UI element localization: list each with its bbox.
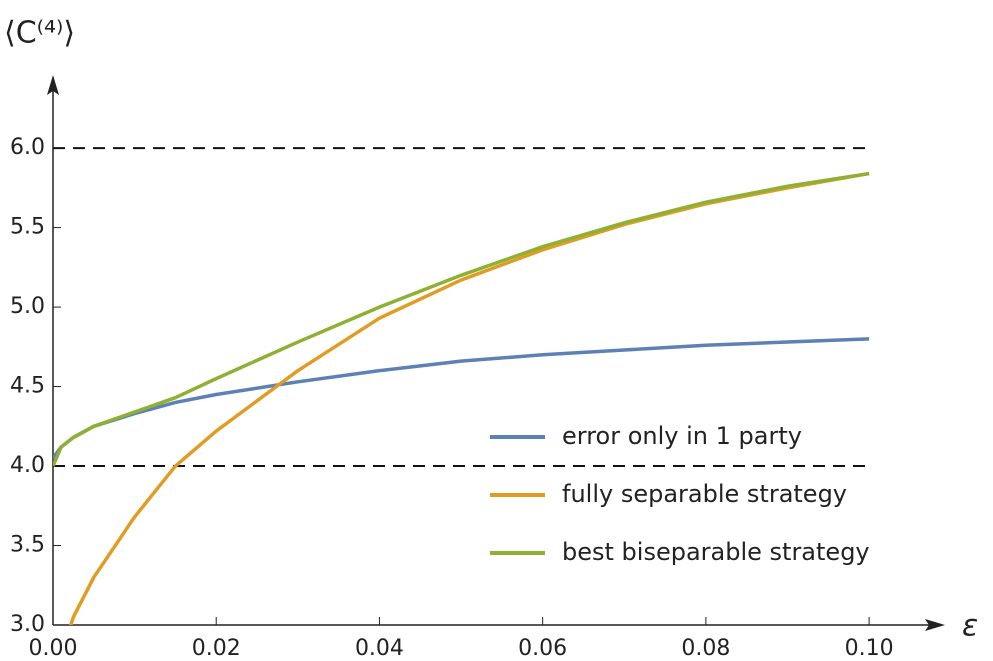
y-tick-label: 6.0 xyxy=(10,135,45,160)
x-tick-label: 0.02 xyxy=(192,636,241,661)
y-tick-label: 3.5 xyxy=(10,533,45,558)
x-axis-arrow xyxy=(925,619,945,631)
legend-label: best biseparable strategy xyxy=(562,538,870,566)
y-axis-arrow xyxy=(47,75,59,95)
y-tick-label: 5.0 xyxy=(10,294,45,319)
plot-area xyxy=(53,171,870,625)
legend-label: error only in 1 party xyxy=(562,422,802,450)
legend-label: fully separable strategy xyxy=(562,480,847,508)
x-tick-label: 0.10 xyxy=(845,636,894,661)
x-tick-label: 0.06 xyxy=(518,636,567,661)
y-tick-label: 5.5 xyxy=(10,215,45,240)
x-tick-label: 0.04 xyxy=(355,636,404,661)
y-tick-label: 3.0 xyxy=(10,612,45,637)
x-tick-label: 0.08 xyxy=(681,636,730,661)
series-line xyxy=(53,171,870,467)
y-axis-label: ⟨C⁽⁴⁾⟩ xyxy=(4,16,75,51)
y-tick-label: 4.5 xyxy=(10,374,45,399)
y-tick-label: 4.0 xyxy=(10,453,45,478)
x-axis-label: ε xyxy=(962,609,978,644)
x-tick-label: 0.00 xyxy=(29,636,78,661)
